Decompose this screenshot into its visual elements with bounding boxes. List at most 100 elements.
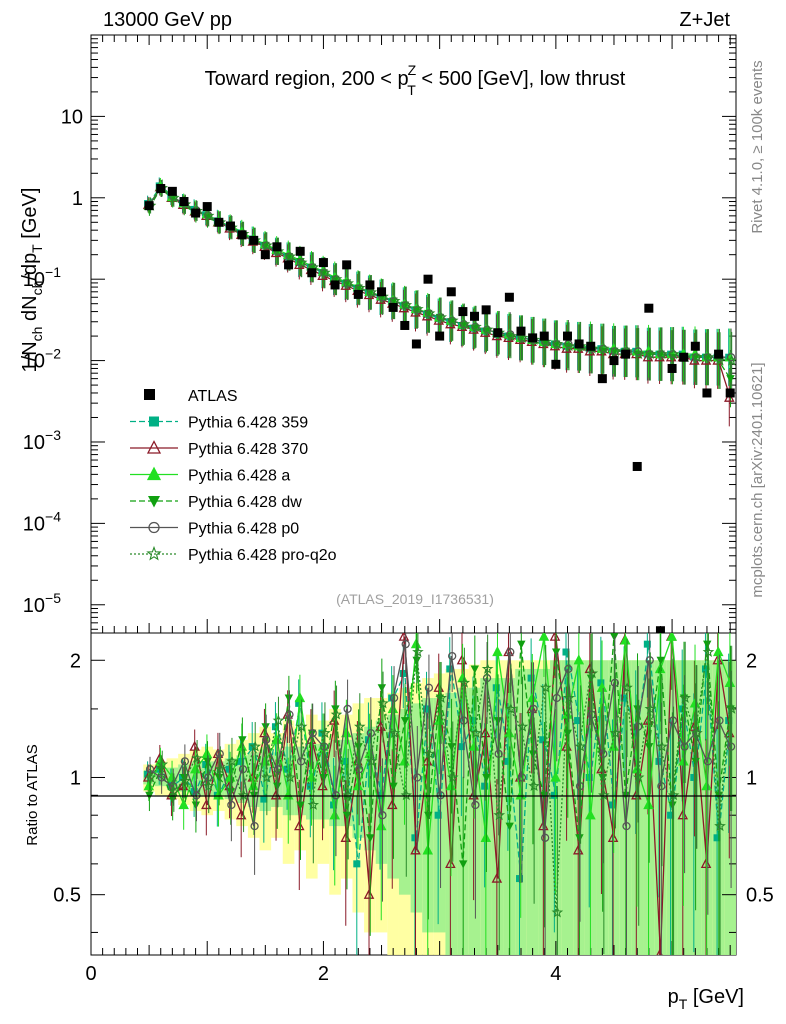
atlas-data-point xyxy=(597,374,607,384)
y-tick-label: 10 xyxy=(61,106,83,128)
ratio-marker xyxy=(713,834,721,842)
ratio-marker xyxy=(448,651,457,661)
ratio-marker xyxy=(644,702,657,714)
ratio-marker xyxy=(378,811,387,820)
ratio-marker xyxy=(226,755,238,767)
ratio-marker xyxy=(633,705,642,714)
series-marker xyxy=(690,351,703,363)
ratio-marker xyxy=(564,664,573,674)
ratio-marker xyxy=(273,782,282,791)
atlas-data-point xyxy=(632,461,642,471)
ratio-marker xyxy=(517,640,526,649)
ratio-marker xyxy=(645,656,654,665)
legend-label: Pythia 6.428 370 xyxy=(188,441,308,458)
ratio-series xyxy=(142,633,736,955)
ratio-marker xyxy=(668,801,677,810)
ratio-series-line xyxy=(148,651,731,913)
ratio-marker xyxy=(261,771,273,783)
y-tick-label: 10−3 xyxy=(23,427,61,454)
x-axis-label: pT [GeV] xyxy=(668,986,744,1012)
ratio-marker xyxy=(342,789,354,801)
ratio-tick-label: 1 xyxy=(70,767,81,789)
ratio-marker xyxy=(715,716,724,725)
series-marker xyxy=(726,375,735,384)
ratio-marker xyxy=(215,749,224,758)
y-tick-label: 10−1 xyxy=(23,264,61,291)
series-marker xyxy=(725,354,736,366)
ratio-marker xyxy=(192,791,201,800)
ratio-marker xyxy=(424,683,434,692)
ratio-marker xyxy=(633,722,643,731)
atlas-data-point xyxy=(307,268,317,278)
ratio-marker xyxy=(610,678,620,687)
ratio-marker xyxy=(354,743,363,752)
legend-label: Pythia 6.428 pro-q2o xyxy=(188,547,337,564)
ratio-marker xyxy=(156,765,166,774)
ratio-marker xyxy=(574,740,587,752)
ratio-marker xyxy=(679,691,691,703)
ratio-marker xyxy=(366,834,375,843)
ratio-marker xyxy=(386,799,398,810)
ratio-marker xyxy=(412,645,424,657)
ratio-marker xyxy=(644,743,654,752)
atlas-data-point xyxy=(667,363,677,373)
ratio-marker xyxy=(550,791,558,799)
series-marker xyxy=(598,342,610,354)
ratio-marker xyxy=(320,742,329,751)
ratio-marker xyxy=(492,646,503,657)
ratio-marker xyxy=(575,834,584,843)
ratio-marker xyxy=(331,705,340,714)
ratio-marker xyxy=(294,820,305,831)
ratio-marker xyxy=(191,752,203,764)
ratio-marker xyxy=(527,674,535,682)
ratio-marker xyxy=(319,773,328,783)
ratio-marker xyxy=(191,801,201,810)
ratio-marker xyxy=(712,646,724,657)
ratio-band-green xyxy=(410,703,423,913)
series-marker xyxy=(412,302,424,314)
ratio-marker xyxy=(714,820,726,832)
atlas-data-point xyxy=(237,230,247,240)
series-marker xyxy=(644,348,657,360)
legend: ATLAS Pythia 6.428 359 Pythia 6.428 370 Pyt… xyxy=(130,388,337,564)
ratio-marker xyxy=(284,771,296,783)
ratio-marker xyxy=(168,785,180,797)
atlas-data-point xyxy=(655,626,665,633)
ratio-marker xyxy=(352,780,364,791)
ratio-marker xyxy=(494,749,503,758)
series-marker xyxy=(388,294,401,306)
atlas-data-point xyxy=(725,388,735,398)
atlas-data-point xyxy=(388,302,398,312)
ratio-marker xyxy=(423,747,436,759)
ratio-marker xyxy=(250,821,259,831)
ratio-band-green xyxy=(468,687,481,955)
ratio-marker xyxy=(527,692,538,703)
ratio-marker xyxy=(178,799,189,810)
ratio-marker xyxy=(563,691,575,703)
ratio-marker xyxy=(516,875,523,883)
analysis-id: (ATLAS_2019_I1736531) xyxy=(336,591,494,607)
ratio-marker xyxy=(296,801,305,810)
ratio-marker xyxy=(145,765,155,774)
header-energy: 13000 GeV pp xyxy=(103,9,232,31)
legend-marker xyxy=(148,521,160,534)
series-marker xyxy=(702,351,715,363)
ratio-marker xyxy=(540,833,550,842)
ratio-marker xyxy=(702,645,715,657)
ratio-marker xyxy=(330,708,343,720)
ratio-marker xyxy=(632,729,640,737)
ratio-tick-label-right: 2 xyxy=(746,650,757,672)
series-marker xyxy=(551,337,564,349)
ratio-marker xyxy=(667,789,680,801)
ratio-marker xyxy=(701,665,709,673)
ratio-marker xyxy=(144,771,157,783)
ratio-marker xyxy=(295,720,308,732)
series-marker xyxy=(400,299,413,311)
series-marker xyxy=(633,347,643,356)
ratio-marker xyxy=(539,736,547,744)
ratio-marker xyxy=(331,791,341,800)
ratio-marker xyxy=(366,728,375,738)
series-marker xyxy=(516,331,529,343)
ratio-marker xyxy=(389,693,399,703)
ratio-marker xyxy=(424,811,433,820)
